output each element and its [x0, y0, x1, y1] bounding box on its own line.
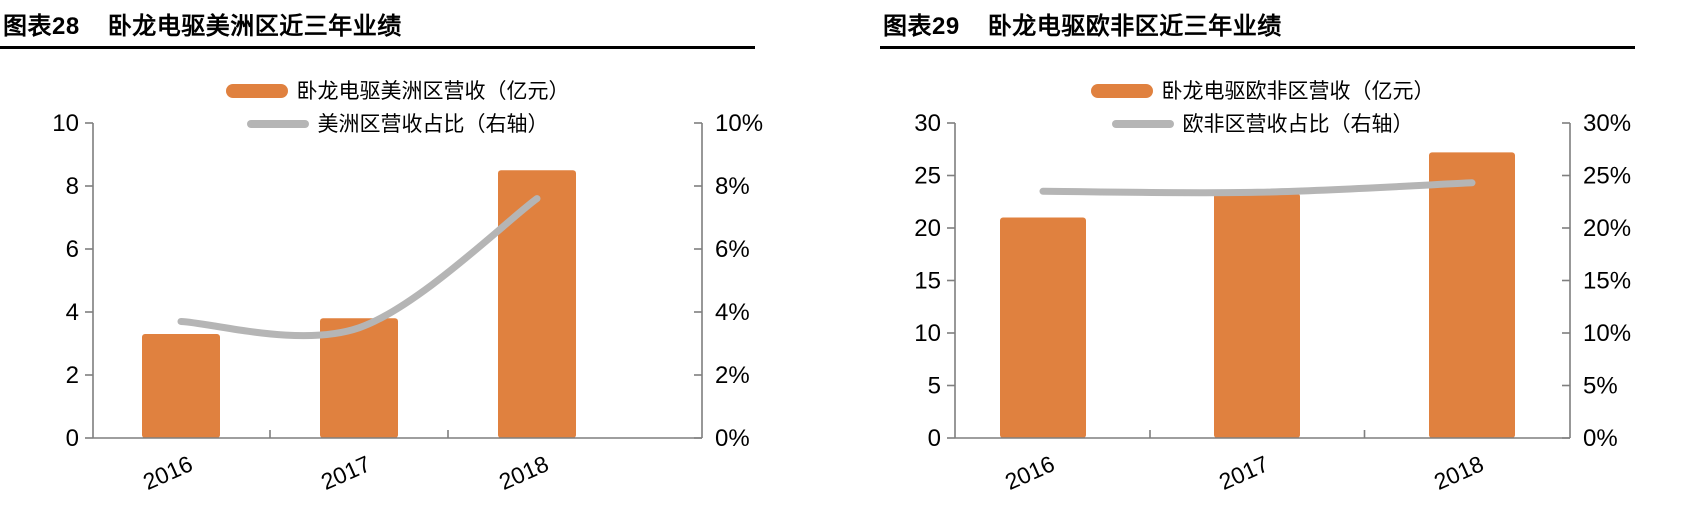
x-axis-label-2018: 2018: [1430, 450, 1487, 495]
figure-29-panel: 图表29 卧龙电驱欧非区近三年业绩 0 5 10 15 20 25 30 0% 5% 10% 15% 2…: [845, 0, 1690, 530]
share-trend-line: [177, 195, 541, 340]
left-axis-tick-label: 30: [914, 110, 941, 137]
legend-item-share: 欧非区营收占比（右轴）: [1111, 109, 1414, 139]
americas-chart: 0 2 4 6 8 10 0% 2% 4% 6% 8% 10% 2016 2017 2018: [52, 110, 763, 495]
right-axis-tick-label: 10%: [715, 110, 763, 137]
bar-2018: [498, 170, 576, 438]
share-trend-line: [1039, 179, 1476, 197]
right-axis-tick-label: 0%: [1583, 425, 1618, 452]
figure-28-title: 卧龙电驱美洲区近三年业绩: [107, 13, 402, 40]
left-axis-tick-label: 0: [928, 425, 941, 452]
x-axis-label-2016: 2016: [139, 450, 196, 495]
left-axis-tick-label: 10: [914, 320, 941, 347]
bar-swatch-icon: [1090, 84, 1153, 98]
emea-chart-legend: 卧龙电驱欧非区营收（亿元） 欧非区营收占比（右轴）: [955, 76, 1570, 139]
bar-2016: [1000, 217, 1086, 438]
left-axis-tick-label: 2: [66, 362, 79, 389]
x-axis-label-2017: 2017: [1215, 450, 1272, 495]
right-axis-tick-label: 6%: [715, 236, 750, 263]
left-axis-tick-label: 0: [66, 425, 79, 452]
bar-2017: [320, 318, 398, 438]
right-axis-tick-label: 4%: [715, 299, 750, 326]
left-axis-tick-label: 15: [914, 268, 941, 295]
right-axis-tick-label: 8%: [715, 173, 750, 200]
left-axis-tick-label: 4: [66, 299, 79, 326]
right-axis-tick-label: 10%: [1583, 320, 1631, 347]
figure-28-caption: 图表28 卧龙电驱美洲区近三年业绩: [0, 6, 755, 41]
figure-29-header: 图表29 卧龙电驱欧非区近三年业绩: [880, 6, 1635, 49]
bar-swatch-icon: [225, 84, 288, 98]
emea-chart: 0 5 10 15 20 25 30 0% 5% 10% 15% 20% 25% 30% 2016 2017 2…: [914, 110, 1631, 495]
legend-item-revenue: 卧龙电驱美洲区营收（亿元）: [225, 76, 570, 106]
right-axis-tick-label: 0%: [715, 425, 750, 452]
right-axis-tick-label: 2%: [715, 362, 750, 389]
caption-underline: [0, 46, 755, 49]
left-axis-tick-label: 25: [914, 163, 941, 190]
right-axis-tick-label: 20%: [1583, 215, 1631, 242]
right-axis-tick-label: 25%: [1583, 163, 1631, 190]
bar-2017: [1214, 193, 1300, 438]
caption-underline: [880, 46, 1635, 49]
legend-label: 美洲区营收占比（右轴）: [317, 112, 549, 136]
left-axis-tick-label: 20: [914, 215, 941, 242]
legend-label: 卧龙电驱美洲区营收（亿元）: [296, 79, 570, 103]
line-swatch-icon: [1111, 120, 1174, 128]
legend-item-revenue: 卧龙电驱欧非区营收（亿元）: [1090, 76, 1435, 106]
x-axis-label-2017: 2017: [317, 450, 374, 495]
right-axis-tick-label: 30%: [1583, 110, 1631, 137]
legend-label: 欧非区营收占比（右轴）: [1182, 112, 1414, 136]
figure-29-caption: 图表29 卧龙电驱欧非区近三年业绩: [880, 6, 1635, 41]
figure-29-label: 图表29: [883, 13, 960, 40]
x-axis-label-2016: 2016: [1001, 450, 1058, 495]
left-axis-tick-label: 5: [928, 373, 941, 400]
americas-chart-legend: 卧龙电驱美洲区营收（亿元） 美洲区营收占比（右轴）: [93, 76, 702, 139]
bar-2016: [142, 334, 220, 438]
figure-28-header: 图表28 卧龙电驱美洲区近三年业绩: [0, 6, 755, 49]
right-axis-tick-label: 5%: [1583, 373, 1618, 400]
left-axis-tick-label: 8: [66, 173, 79, 200]
figure-28-label: 图表28: [3, 13, 80, 40]
legend-item-share: 美洲区营收占比（右轴）: [246, 109, 549, 139]
left-axis-tick-label: 10: [52, 110, 79, 137]
left-axis-tick-label: 6: [66, 236, 79, 263]
legend-label: 卧龙电驱欧非区营收（亿元）: [1161, 79, 1435, 103]
right-axis-tick-label: 15%: [1583, 268, 1631, 295]
x-axis-label-2018: 2018: [495, 450, 552, 495]
figure-28-panel: 图表28 卧龙电驱美洲区近三年业绩 0 2 4 6 8 10 0% 2% 4% 6% 8% 10% 201…: [0, 6, 763, 495]
figure-29-title: 卧龙电驱欧非区近三年业绩: [987, 13, 1282, 40]
line-swatch-icon: [246, 120, 309, 128]
bar-2018: [1429, 152, 1515, 438]
